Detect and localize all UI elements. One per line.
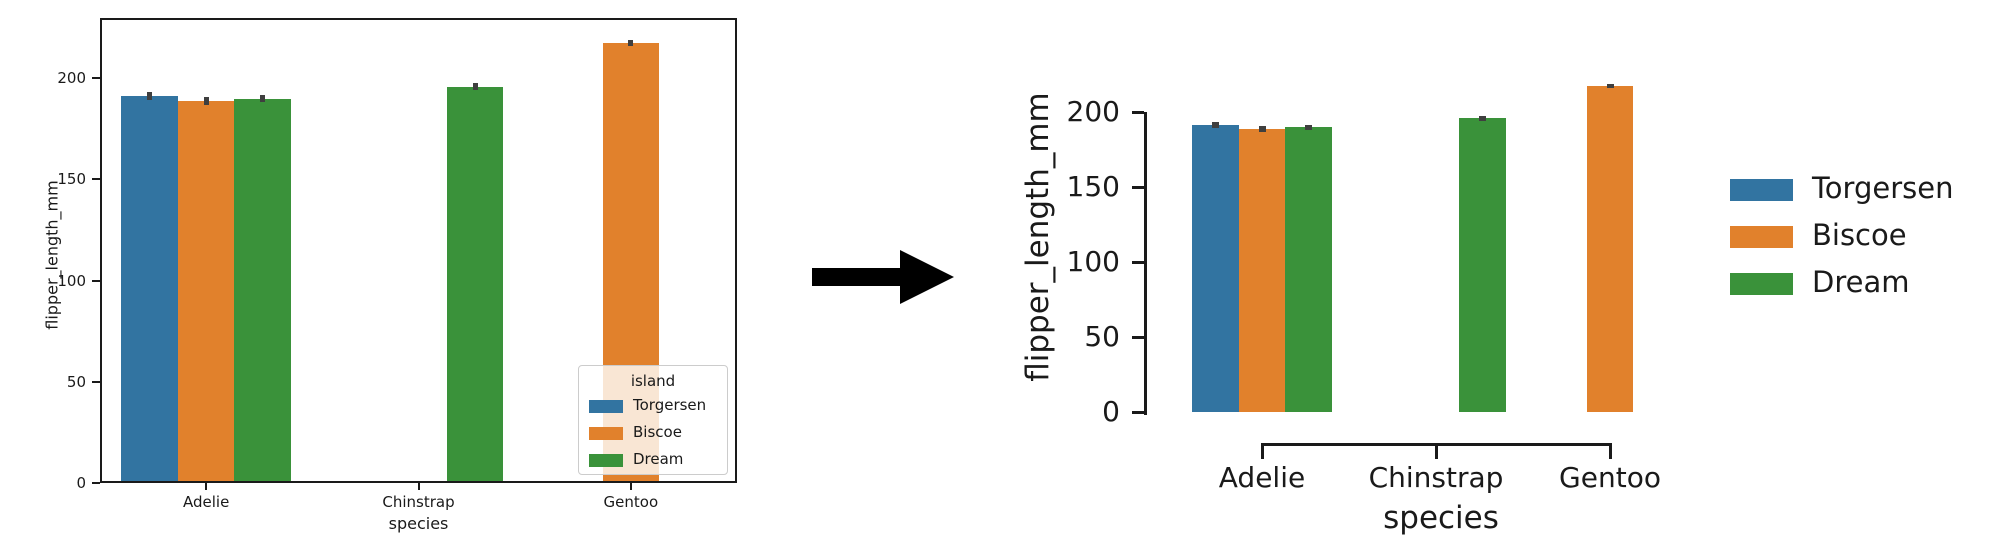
errorbar-gentoo-biscoe — [628, 40, 634, 46]
legend-label-biscoe: Biscoe — [1812, 218, 1907, 252]
legend-swatch-biscoe — [1730, 226, 1793, 248]
xtick-chinstrap — [417, 483, 420, 490]
xtick-label-adelie: Adelie — [1218, 461, 1306, 494]
legend-label-dream: Dream — [1812, 265, 1910, 299]
ytick-label-0: 0 — [76, 474, 86, 492]
legend-swatch-dream — [1730, 273, 1793, 295]
bar-adelie-biscoe — [1238, 128, 1286, 412]
errorbar-adelie-dream — [260, 95, 266, 103]
ytick-label-200: 200 — [57, 69, 86, 87]
errorbar-adelie-torgersen — [147, 91, 153, 100]
xtick-label-chinstrap: Chinstrap — [1368, 461, 1504, 494]
legend-swatch-dream — [589, 454, 623, 467]
xtick-gentoo — [629, 483, 632, 490]
ytick-150 — [92, 178, 100, 181]
bar-chinstrap-dream — [446, 86, 504, 483]
legend-label-biscoe: Biscoe — [633, 423, 682, 441]
xtick-adelie — [205, 483, 208, 490]
ytick-100 — [1132, 261, 1144, 264]
ytick-150 — [1132, 186, 1144, 189]
legend-label-torgersen: Torgersen — [1812, 171, 1954, 205]
errorbar-chinstrap-dream — [1478, 115, 1486, 121]
legend-swatch-biscoe — [589, 427, 623, 440]
ytick-50 — [1132, 336, 1144, 339]
y-axis-label: flipper_length_mm — [42, 180, 62, 330]
y-spine — [1144, 112, 1147, 415]
errorbar-adelie-torgersen — [1212, 122, 1220, 129]
ytick-label-50: 50 — [66, 372, 86, 391]
errorbar-chinstrap-dream — [472, 83, 478, 90]
errorbar-adelie-dream — [1304, 124, 1312, 131]
bar-adelie-dream — [1285, 127, 1332, 412]
xtick-label-gentoo: Gentoo — [603, 493, 659, 511]
ytick-label-50: 50 — [1084, 320, 1120, 353]
ytick-0 — [1132, 411, 1144, 414]
xtick-label-chinstrap: Chinstrap — [382, 493, 455, 511]
legend-swatch-torgersen — [589, 400, 623, 413]
ytick-label-200: 200 — [1066, 95, 1120, 128]
x-axis-label: species — [1383, 500, 1499, 536]
bar-adelie-torgersen — [1192, 125, 1239, 412]
bar-adelie-torgersen — [121, 95, 178, 483]
xtick-label-adelie: Adelie — [183, 493, 230, 511]
xtick-label-gentoo: Gentoo — [1559, 461, 1661, 494]
ytick-0 — [92, 482, 100, 484]
errorbar-gentoo-biscoe — [1606, 84, 1614, 89]
ytick-label-0: 0 — [1102, 395, 1120, 428]
ytick-50 — [92, 380, 100, 383]
bar-chinstrap-dream — [1459, 118, 1506, 412]
legend-label-dream: Dream — [633, 450, 684, 468]
ytick-label-100: 100 — [57, 271, 86, 290]
ytick-200 — [92, 77, 100, 79]
ytick-label-150: 150 — [57, 170, 86, 189]
errorbar-adelie-biscoe — [1258, 125, 1266, 132]
legend-swatch-torgersen — [1730, 179, 1793, 201]
bar-adelie-biscoe — [177, 100, 235, 483]
x-axis-label: species — [388, 514, 449, 533]
legend-title: island — [630, 372, 676, 390]
ytick-label-150: 150 — [1066, 170, 1120, 203]
xtick-chinstrap — [1434, 443, 1438, 459]
errorbar-adelie-biscoe — [203, 96, 209, 105]
xtick-adelie — [1260, 443, 1264, 459]
ytick-label-100: 100 — [1066, 245, 1120, 278]
legend-box: island Torgersen Biscoe Dream — [578, 365, 728, 475]
arrow-shaft — [812, 268, 902, 286]
ytick-200 — [1132, 111, 1144, 114]
ytick-100 — [92, 279, 100, 282]
bar-adelie-dream — [234, 98, 292, 483]
y-axis-label: flipper_length_mm — [1020, 92, 1056, 382]
legend-label-torgersen: Torgersen — [633, 396, 707, 414]
bar-gentoo-biscoe — [1586, 86, 1634, 412]
arrow-head-icon — [900, 250, 954, 304]
xtick-gentoo — [1608, 443, 1612, 459]
